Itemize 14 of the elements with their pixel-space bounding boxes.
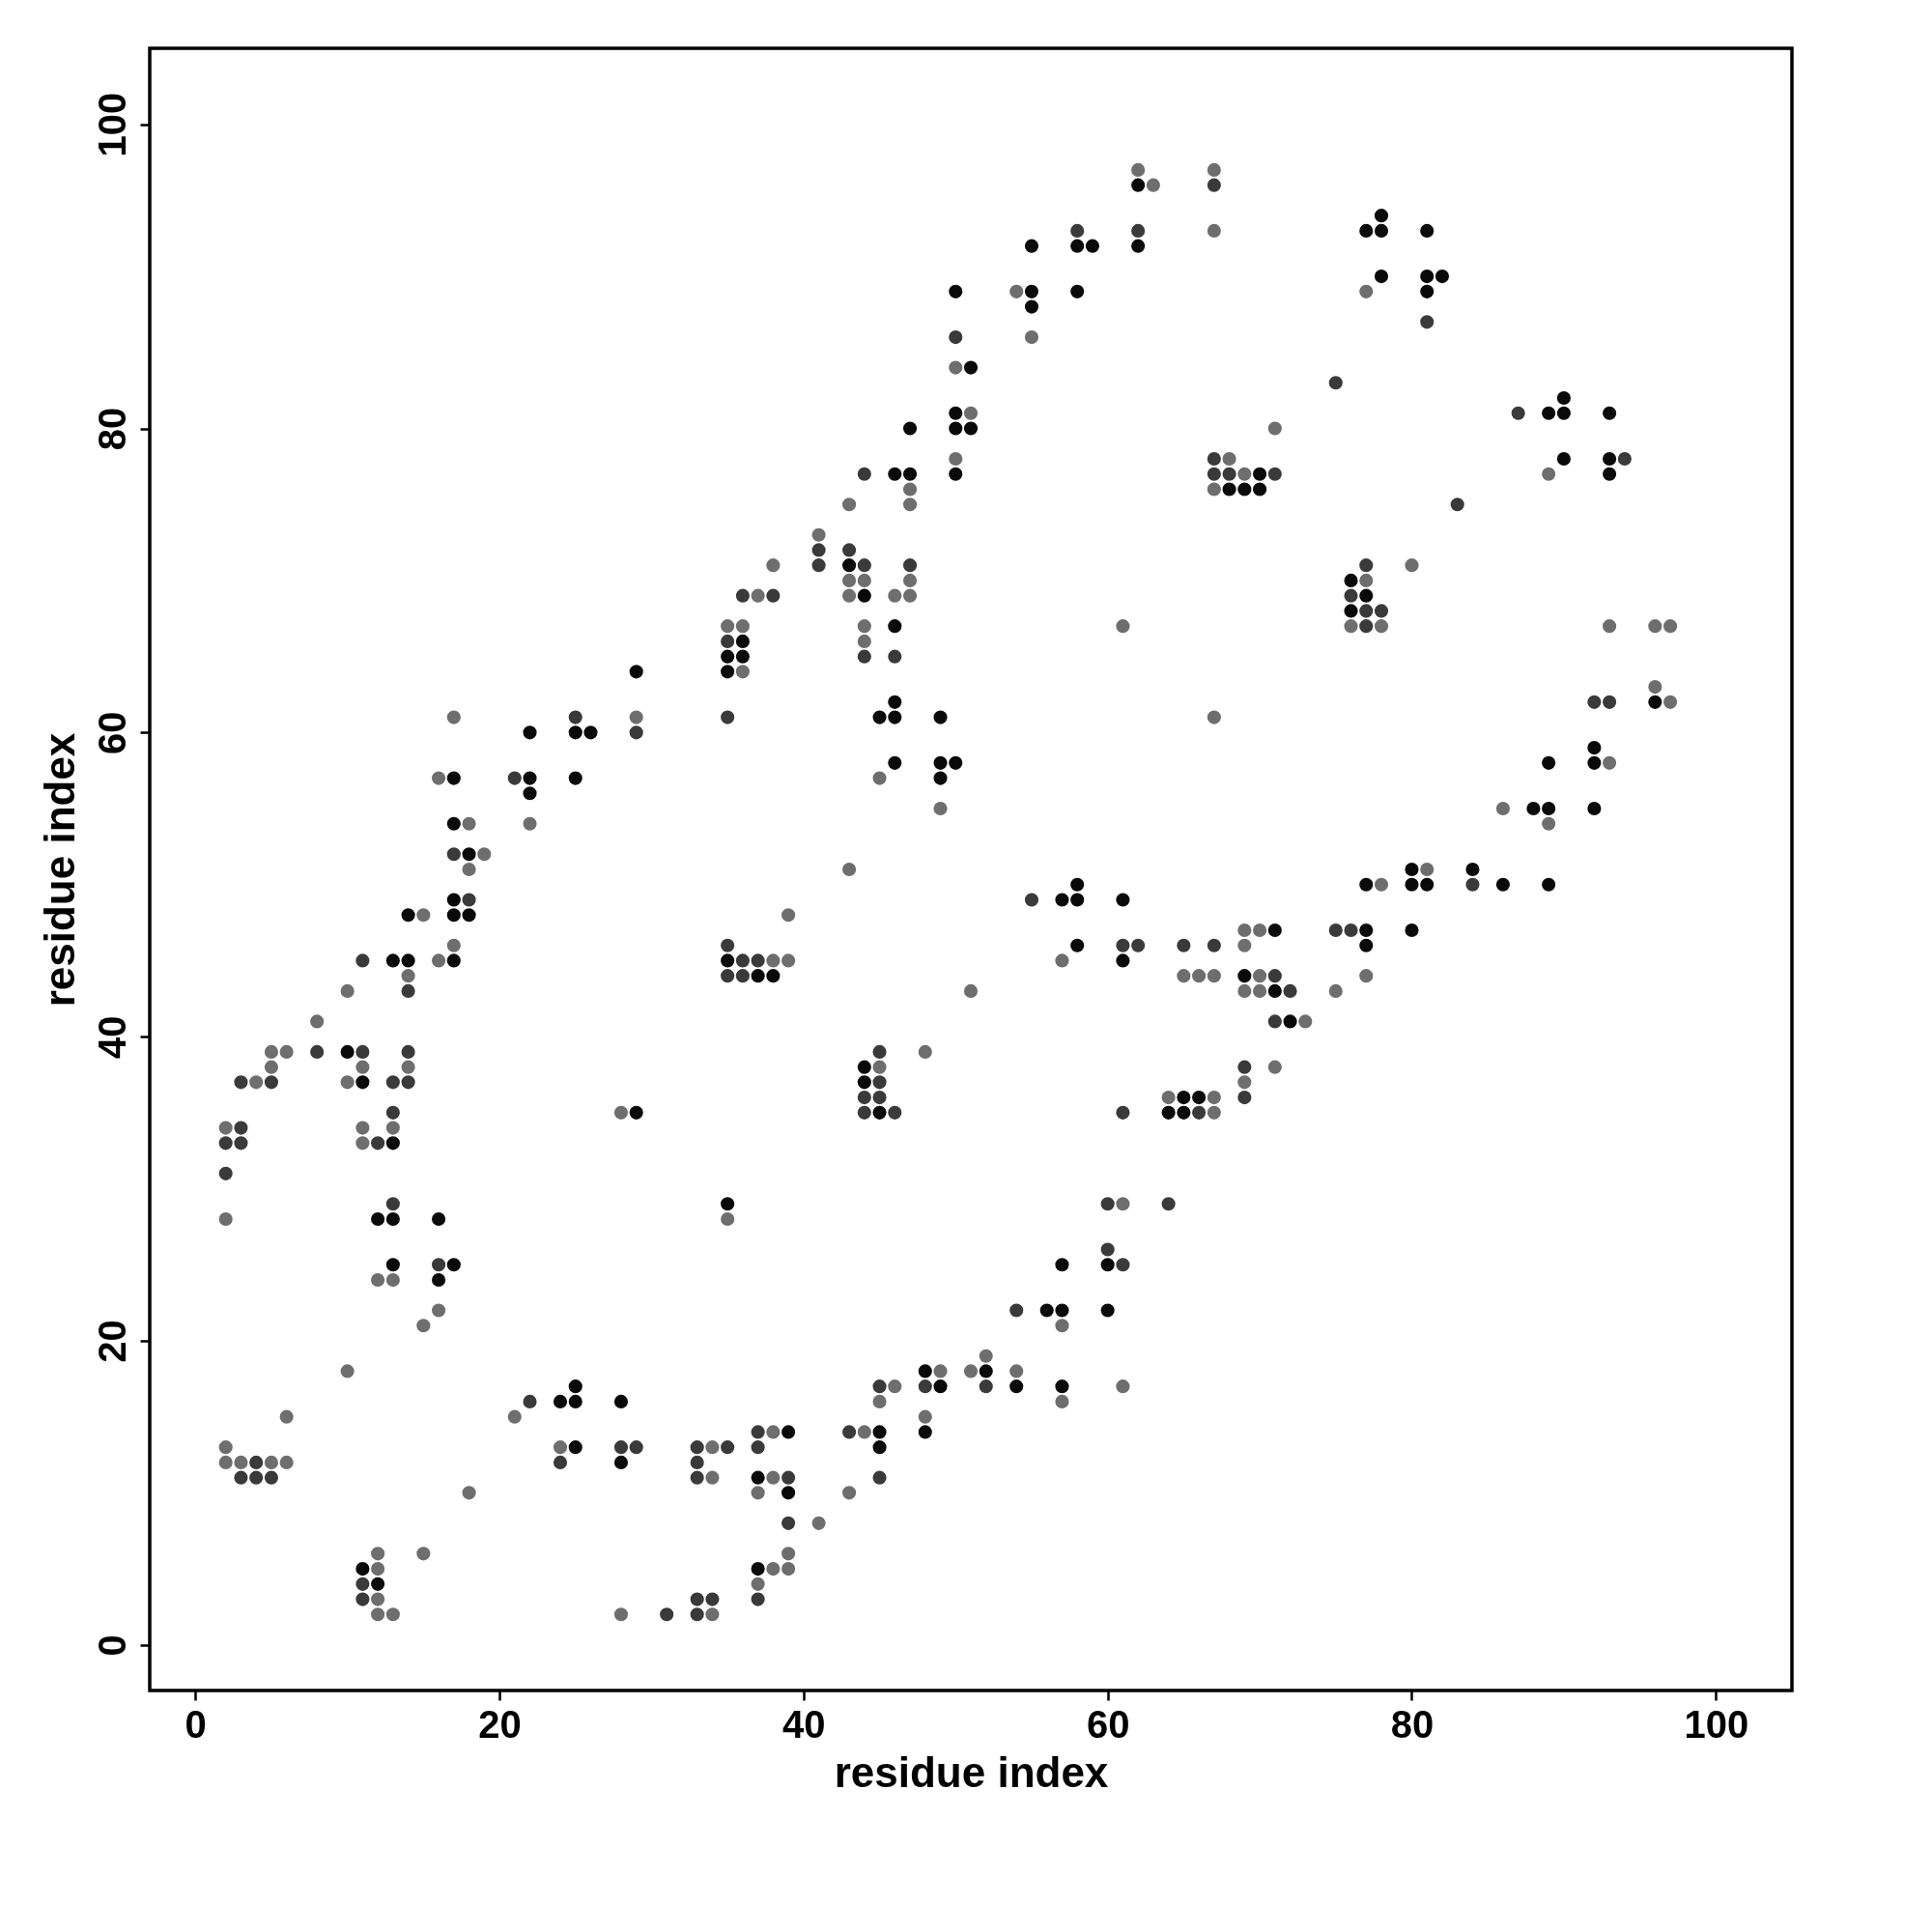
- y-axis-title: residue index: [35, 732, 83, 1008]
- x-tick-label: 60: [1086, 1702, 1130, 1746]
- y-tick-label: 40: [90, 1015, 133, 1059]
- y-tick-label: 60: [90, 711, 133, 755]
- x-tick-label: 40: [782, 1702, 826, 1746]
- y-tick-label: 80: [90, 407, 133, 451]
- x-tick-label: 0: [185, 1702, 207, 1746]
- x-tick-label: 100: [1684, 1702, 1749, 1746]
- y-tick-label: 100: [90, 92, 133, 157]
- x-tick-label: 80: [1390, 1702, 1435, 1746]
- y-tick-label: 0: [90, 1634, 133, 1657]
- x-tick-label: 20: [478, 1702, 522, 1746]
- y-tick-label: 20: [90, 1320, 133, 1363]
- x-axis-title: residue index: [834, 1747, 1109, 1796]
